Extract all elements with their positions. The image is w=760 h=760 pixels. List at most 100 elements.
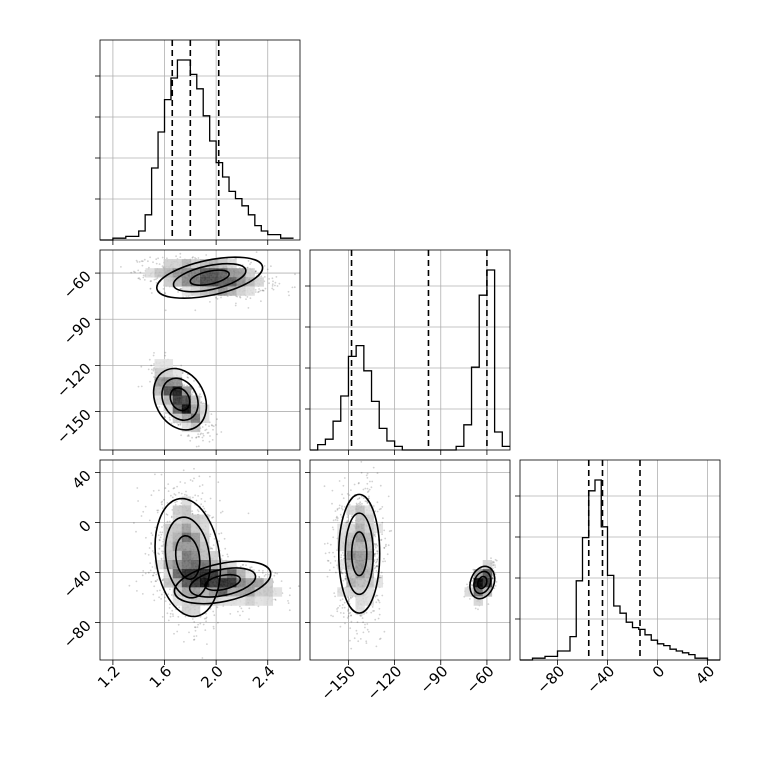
density-cell bbox=[163, 541, 174, 552]
scatter-panel-2 bbox=[305, 459, 511, 665]
scatter-point bbox=[156, 511, 159, 514]
scatter-point bbox=[254, 289, 257, 291]
scatter-point bbox=[211, 439, 214, 441]
scatter-point bbox=[197, 623, 200, 626]
scatter-point bbox=[249, 297, 252, 300]
density-cell bbox=[172, 523, 183, 534]
scatter-point bbox=[148, 358, 151, 361]
density-cell bbox=[181, 541, 192, 552]
density-cell bbox=[227, 268, 237, 278]
scatter-points bbox=[323, 461, 498, 650]
scatter-point bbox=[174, 501, 177, 504]
scatter-point bbox=[154, 526, 157, 529]
density-cell bbox=[154, 386, 164, 396]
density-cell bbox=[263, 587, 274, 597]
scatter-point bbox=[341, 552, 344, 554]
density-cell bbox=[181, 550, 192, 561]
scatter-point bbox=[152, 490, 155, 492]
panel-frame bbox=[99, 39, 301, 241]
scatter-point bbox=[164, 354, 167, 357]
scatter-point bbox=[144, 572, 147, 575]
scatter-point bbox=[201, 484, 204, 486]
scatter-point bbox=[209, 435, 211, 437]
scatter-panel-1 bbox=[95, 459, 301, 665]
scatter-point bbox=[180, 492, 183, 495]
scatter-point bbox=[197, 510, 200, 513]
scatter-point bbox=[224, 547, 227, 550]
scatter-point bbox=[149, 569, 152, 572]
scatter-point bbox=[195, 499, 198, 502]
density-cell bbox=[181, 514, 192, 524]
scatter-point bbox=[380, 571, 383, 574]
density-cell bbox=[200, 523, 210, 534]
scatter-point bbox=[257, 605, 260, 608]
scatter-point bbox=[384, 545, 387, 548]
density-cell bbox=[190, 541, 201, 552]
scatter-point bbox=[160, 598, 163, 600]
scatter-point bbox=[147, 571, 150, 574]
scatter-point bbox=[161, 500, 164, 503]
scatter-point bbox=[156, 590, 159, 592]
density-cell bbox=[190, 413, 201, 424]
scatter-point bbox=[349, 627, 352, 630]
density-cell bbox=[181, 496, 192, 506]
scatter-point bbox=[194, 626, 196, 629]
scatter-point bbox=[201, 426, 204, 428]
density-cell bbox=[209, 569, 219, 579]
scatter-point bbox=[205, 617, 208, 620]
scatter-point bbox=[205, 612, 207, 615]
density-cell bbox=[190, 569, 201, 579]
scatter-point bbox=[202, 402, 205, 405]
density-cell bbox=[245, 569, 255, 579]
scatter-point bbox=[140, 515, 143, 517]
scatter-point bbox=[149, 288, 152, 290]
density-cell bbox=[236, 268, 246, 278]
scatter-point bbox=[200, 503, 203, 506]
scatter-point bbox=[239, 614, 241, 617]
scatter-point bbox=[366, 502, 369, 505]
scatter-point bbox=[172, 615, 175, 617]
scatter-point bbox=[162, 288, 165, 290]
scatter-point bbox=[349, 596, 352, 599]
scatter-point bbox=[201, 492, 204, 495]
scatter-point bbox=[376, 558, 379, 561]
density-cell bbox=[190, 268, 201, 278]
scatter-point bbox=[161, 526, 163, 528]
scatter-point bbox=[179, 288, 182, 290]
scatter-point bbox=[194, 257, 196, 259]
scatter-point bbox=[218, 532, 221, 535]
density-cell bbox=[236, 569, 246, 579]
scatter-point bbox=[135, 580, 138, 583]
scatter-point bbox=[209, 497, 212, 500]
scatter-point bbox=[254, 270, 257, 273]
scatter-point bbox=[362, 497, 365, 500]
scatter-point bbox=[158, 538, 161, 541]
density-cell bbox=[163, 404, 174, 414]
scatter-point bbox=[180, 434, 183, 437]
density-cell bbox=[154, 368, 164, 378]
scatter-point bbox=[182, 372, 184, 374]
scatter-point bbox=[166, 502, 169, 504]
scatter-point bbox=[212, 610, 215, 613]
scatter-point bbox=[326, 575, 329, 578]
scatter-point bbox=[130, 271, 133, 274]
scatter-point bbox=[272, 280, 274, 283]
scatter-point bbox=[201, 402, 204, 405]
scatter-point bbox=[216, 298, 219, 300]
scatter-point bbox=[274, 281, 277, 284]
scatter-point bbox=[147, 260, 149, 263]
density-cell bbox=[200, 596, 210, 606]
scatter-point bbox=[191, 393, 193, 396]
scatter-point bbox=[174, 494, 177, 496]
scatter-point bbox=[164, 596, 166, 599]
scatter-point bbox=[205, 428, 208, 431]
scatter-point bbox=[140, 260, 143, 262]
density-cell bbox=[218, 268, 228, 278]
scatter-point bbox=[369, 480, 371, 483]
scatter-point bbox=[172, 487, 175, 490]
scatter-point bbox=[341, 572, 344, 575]
scatter-point bbox=[144, 505, 147, 508]
scatter-point bbox=[160, 473, 163, 476]
scatter-point bbox=[194, 626, 197, 629]
scatter-point bbox=[287, 600, 289, 602]
